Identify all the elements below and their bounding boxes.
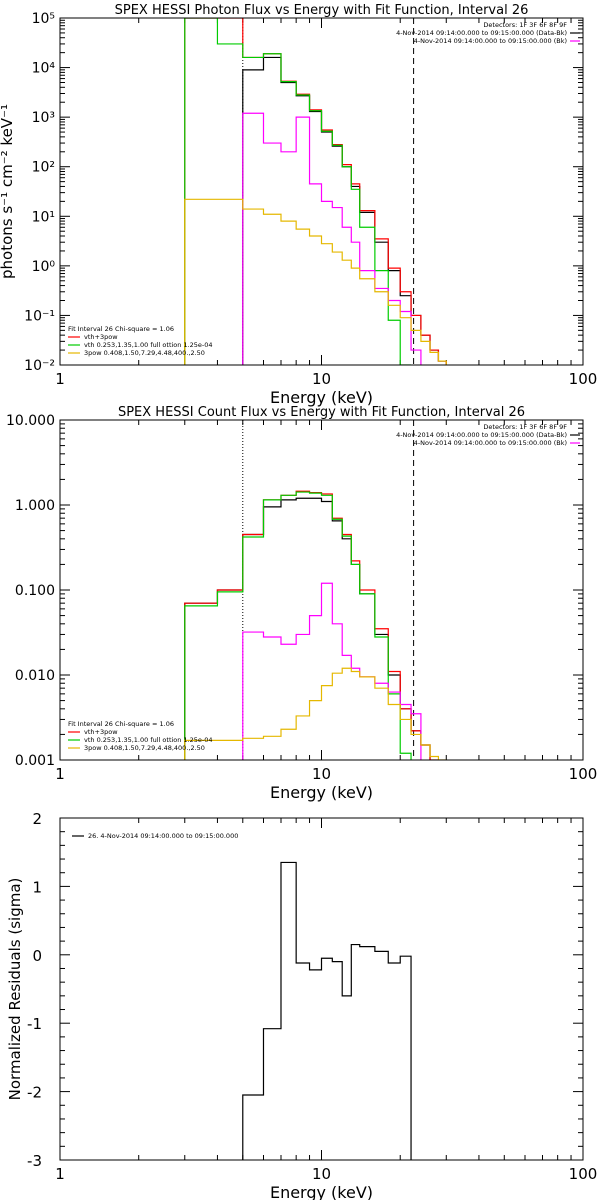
x-axis-label: Energy (keV): [270, 1183, 373, 1200]
x-tick-label: 100: [569, 765, 598, 783]
x-tick-label: 1: [55, 1165, 65, 1183]
series-line: [242, 582, 422, 760]
y-tick-label: 1: [32, 878, 42, 896]
legend-label: vth 0.253,1.35,1.00 full ottion 1.25e-04: [84, 736, 213, 744]
y-tick-label: 10.000: [6, 413, 55, 429]
header-text: 4-Nov-2014 09:14:00.000 to 09:15:00.000 …: [414, 37, 567, 45]
y-tick-label: 10⁰: [32, 259, 56, 275]
x-tick-label: 1: [55, 370, 65, 388]
y-tick-label: 10³: [32, 110, 55, 126]
plot-frame: [59, 17, 584, 366]
header-text: 4-Nov-2014 09:14:00.000 to 09:15:00.000 …: [396, 431, 567, 439]
chart-title: SPEX HESSI Photon Flux vs Energy with Fi…: [115, 3, 529, 18]
legend-header: Fit Interval 26 Chi-square = 1.06: [68, 325, 174, 333]
y-tick-label: 10⁻²: [24, 358, 55, 374]
header-text: Detectors: 1F 3F 6F 8F 9F: [483, 423, 567, 431]
header-text: Detectors: 1F 3F 6F 8F 9F: [483, 21, 567, 29]
y-tick-label: 10²: [32, 160, 55, 176]
x-tick-label: 1: [55, 765, 65, 783]
series-line: [184, 198, 447, 365]
y-tick-label: 0.001: [15, 753, 55, 769]
y-tick-label: 1.000: [15, 498, 55, 514]
series-group: [184, 18, 447, 365]
y-tick-label: 10⁻¹: [24, 308, 55, 324]
y-tick-label: 0: [32, 947, 42, 965]
x-axis-label: Energy (keV): [270, 783, 373, 802]
chart-panel-2: 1 10 100 0.001 0.010 0.100 1.000 10.000 SPEX HES…: [6, 405, 597, 802]
legend-header: Fit Interval 26 Chi-square = 1.06: [68, 720, 174, 728]
y-tick-label: 0.010: [15, 668, 55, 684]
legend-label: 3pow 0.408,1.50,7.29,4.48,400.,2.50: [84, 349, 205, 357]
series-line: [184, 667, 447, 760]
series-line: [242, 861, 412, 1160]
y-tick-label: 2: [32, 810, 42, 828]
header-text: 4-Nov-2014 09:14:00.000 to 09:15:00.000 …: [396, 29, 567, 37]
series-line: [184, 18, 447, 365]
x-tick-label: 100: [569, 370, 598, 388]
legend-label: 3pow 0.408,1.50,7.29,4.48,400.,2.50: [84, 744, 205, 752]
plot-frame: [59, 817, 584, 1161]
series-line: [242, 112, 422, 365]
y-tick-label: 10⁵: [32, 11, 55, 27]
x-tick-label: 100: [569, 1165, 598, 1183]
y-axis-label: Normalized Residuals (sigma): [6, 878, 24, 1101]
chart-title: SPEX HESSI Count Flux vs Energy with Fit…: [118, 405, 525, 420]
y-tick-label: 0.100: [15, 583, 55, 599]
plot-frame: [59, 419, 584, 761]
y-tick-label: -1: [27, 1015, 42, 1033]
legend-label: vth+3pow: [84, 333, 118, 341]
legend-label: vth+3pow: [84, 728, 118, 736]
header-text: 4-Nov-2014 09:14:00.000 to 09:15:00.000 …: [414, 439, 567, 447]
x-tick-label: 10: [312, 765, 331, 783]
legend-label: vth 0.253,1.35,1.00 full ottion 1.25e-04: [84, 341, 213, 349]
series-group: [242, 861, 412, 1160]
y-tick-label: 10⁴: [32, 61, 56, 77]
series-line: [242, 56, 447, 365]
x-tick-label: 10: [312, 1165, 331, 1183]
series-group: [184, 490, 447, 760]
x-tick-label: 10: [312, 370, 331, 388]
y-axis-label: photons s⁻¹ cm⁻² keV⁻¹: [0, 104, 16, 279]
series-line: [184, 18, 412, 365]
series-line: [184, 497, 431, 760]
y-tick-label: -2: [27, 1084, 42, 1102]
x-axis-label: Energy (keV): [270, 388, 373, 407]
chart-panel-1: 1 10 100 10⁻² 10⁻¹ 10⁰ 10¹ 10² 10³ 10⁴ 10⁵ SPEX HES…: [0, 3, 597, 407]
chart-panel-3: 1 10 100 -3 -2 -1 0 1 2 Energy (keV) Normalized Re…: [6, 810, 597, 1200]
series-line: [184, 491, 412, 760]
y-tick-label: -3: [27, 1152, 42, 1170]
legend-label: 26. 4-Nov-2014 09:14:00.000 to 09:15:00.…: [88, 832, 238, 840]
y-tick-label: 10¹: [32, 209, 55, 225]
